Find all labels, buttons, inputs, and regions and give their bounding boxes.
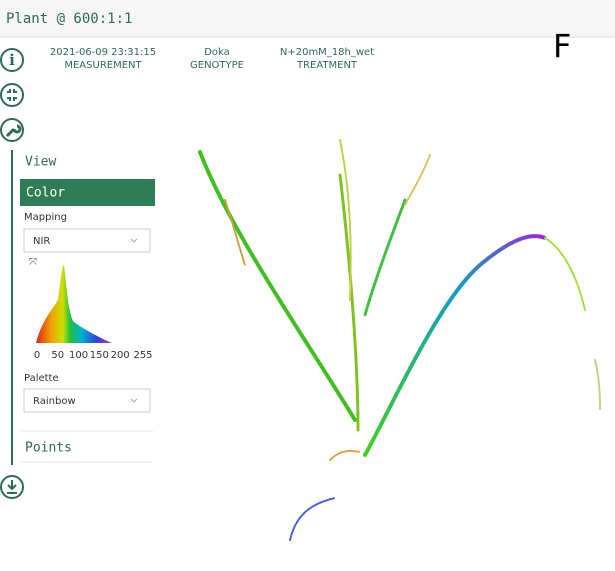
view-tab[interactable]: View (25, 155, 56, 170)
palette-label: Palette (24, 373, 59, 384)
icons: i (7, 51, 20, 493)
mapping-value: NIR (33, 236, 50, 247)
meta-value: Doka (204, 47, 230, 58)
histogram-tick-label: 100 (69, 350, 88, 361)
meta-label: MEASUREMENT (64, 60, 142, 71)
svg-text:i: i (9, 51, 15, 69)
panel-letter: F (553, 27, 571, 65)
fit-button[interactable] (1, 84, 23, 106)
viewer: Plant @ 600:1:1 F 2021-06-09 23:31:15 ME… (0, 0, 615, 571)
histogram (36, 265, 112, 343)
color-tab[interactable]: Color (26, 186, 65, 201)
histogram-tick-label: 50 (51, 350, 64, 361)
histogram-tick-label: 150 (90, 350, 109, 361)
palette-value: Rainbow (33, 396, 76, 407)
meta-label: GENOTYPE (190, 60, 244, 71)
meta-label: TREATMENT (296, 60, 358, 71)
histogram-tick-label: 255 (133, 350, 152, 361)
meta-value: N+20mM_18h_wet (280, 47, 374, 58)
title: Plant @ 600:1:1 (6, 11, 132, 27)
points-tab[interactable]: Points (25, 441, 72, 456)
histogram-tick-label: 0 (34, 350, 40, 361)
mapping-label: Mapping (24, 212, 67, 223)
histogram-tick-label: 200 (111, 350, 130, 361)
meta-value: 2021-06-09 23:31:15 (50, 47, 156, 58)
expand-icon[interactable]: ⤧ (29, 257, 37, 268)
plant-point-cloud (200, 140, 600, 540)
